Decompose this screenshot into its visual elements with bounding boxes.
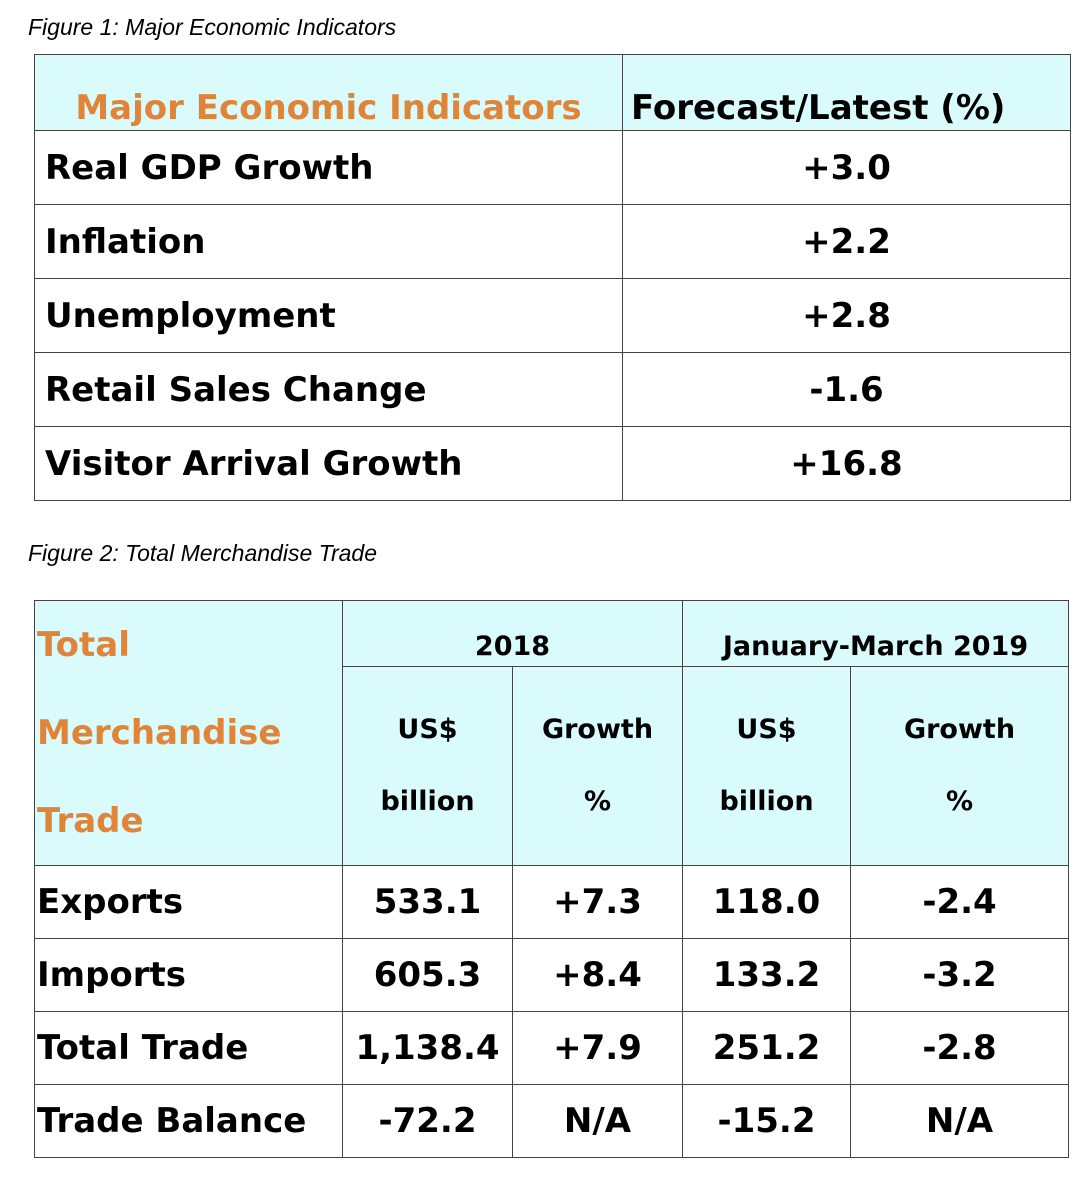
growth-2018: +7.9 — [512, 1011, 683, 1085]
indicator-label: Inflation — [34, 204, 623, 279]
billion-label: billion — [380, 786, 475, 818]
indicator-value: +2.8 — [622, 278, 1071, 353]
trade-row-label: Imports — [34, 938, 343, 1012]
value-2018: 605.3 — [342, 938, 513, 1012]
value-2019: 133.2 — [682, 938, 851, 1012]
percent-label: % — [583, 786, 612, 818]
percent-label: % — [945, 786, 974, 818]
growth-2019: -3.2 — [849, 938, 1070, 1012]
figure2-caption: Figure 2: Total Merchandise Trade — [28, 540, 378, 566]
table-row: Imports 605.3 +8.4 133.2 -3.2 — [34, 938, 1070, 1012]
trade-title-line3: Trade — [37, 801, 144, 841]
trade-row-label: Total Trade — [34, 1011, 343, 1085]
economic-indicators-table: Major Economic Indicators Forecast/Lates… — [34, 54, 1071, 501]
table-row: Trade Balance -72.2 N/A -15.2 N/A — [34, 1084, 1070, 1158]
trade-row-label: Trade Balance — [34, 1084, 343, 1158]
usd-2018-header: US$ billion — [342, 666, 513, 866]
indicators-column-header: Major Economic Indicators — [34, 54, 623, 131]
value-2019: -15.2 — [682, 1084, 851, 1158]
indicator-label: Real GDP Growth — [34, 130, 623, 205]
trade-row-label: Exports — [34, 865, 343, 939]
indicator-label: Visitor Arrival Growth — [34, 426, 623, 501]
table-row: Unemployment +2.8 — [34, 278, 1071, 353]
value-2019: 118.0 — [682, 865, 851, 939]
table-row: Retail Sales Change -1.6 — [34, 352, 1071, 427]
table-header-row: Major Economic Indicators Forecast/Lates… — [34, 54, 1071, 131]
period-2018-header: 2018 — [342, 599, 683, 668]
value-2018: 533.1 — [342, 865, 513, 939]
table-subheader-row: US$ billion Growth % US$ billion Growth … — [35, 666, 1070, 866]
table-row: Total Trade 1,138.4 +7.9 251.2 -2.8 — [34, 1011, 1070, 1085]
period-2019-header: January-March 2019 — [681, 599, 1070, 668]
trade-title-line1: Total — [37, 625, 130, 665]
growth-2018: +8.4 — [512, 938, 683, 1012]
value-2018: -72.2 — [342, 1084, 513, 1158]
indicator-label: Unemployment — [34, 278, 623, 353]
growth-2018: N/A — [512, 1084, 683, 1158]
trade-title-header: Total Merchandise Trade — [34, 600, 343, 866]
table-row: Visitor Arrival Growth +16.8 — [34, 426, 1071, 501]
trade-title-line2: Merchandise — [37, 713, 282, 753]
indicator-value: -1.6 — [622, 352, 1071, 427]
billion-label: billion — [719, 786, 814, 818]
merchandise-trade-table: Total Merchandise Trade 2018 January-Mar… — [34, 599, 1070, 1158]
usd-label: US$ — [397, 714, 458, 746]
table-header-row: Total Merchandise Trade 2018 January-Mar… — [34, 599, 1070, 866]
growth-2019: -2.4 — [849, 865, 1070, 939]
indicator-value: +3.0 — [622, 130, 1071, 205]
usd-2019-header: US$ billion — [682, 666, 851, 866]
growth-2018: +7.3 — [512, 865, 683, 939]
growth-2018-header: Growth % — [512, 666, 683, 866]
table-row: Exports 533.1 +7.3 118.0 -2.4 — [34, 865, 1070, 939]
indicator-label: Retail Sales Change — [34, 352, 623, 427]
indicator-value: +16.8 — [622, 426, 1071, 501]
table-row: Real GDP Growth +3.0 — [34, 130, 1071, 205]
value-2019: 251.2 — [682, 1011, 851, 1085]
forecast-column-header: Forecast/Latest (%) — [622, 54, 1071, 131]
growth-2019: N/A — [849, 1084, 1070, 1158]
growth-label: Growth — [541, 714, 654, 746]
growth-2019: -2.8 — [849, 1011, 1070, 1085]
table-row: Inflation +2.2 — [34, 204, 1071, 279]
value-2018: 1,138.4 — [342, 1011, 513, 1085]
growth-label: Growth — [903, 714, 1016, 746]
growth-2019-header: Growth % — [849, 666, 1070, 866]
usd-label: US$ — [736, 714, 797, 746]
indicator-value: +2.2 — [622, 204, 1071, 279]
figure1-caption: Figure 1: Major Economic Indicators — [28, 14, 397, 40]
